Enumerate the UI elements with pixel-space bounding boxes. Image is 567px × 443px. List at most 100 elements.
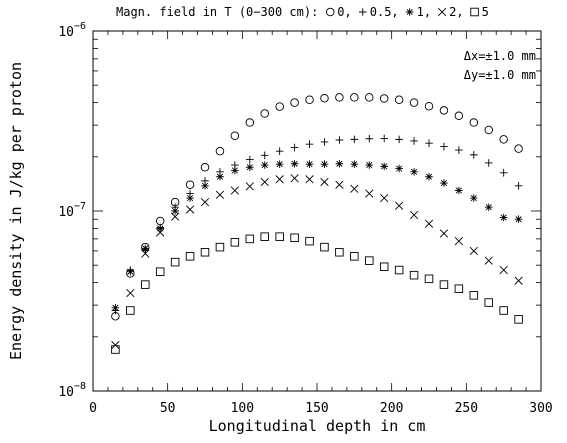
data-point xyxy=(499,306,508,315)
data-point xyxy=(200,198,210,207)
data-point xyxy=(305,160,314,168)
data-point xyxy=(216,172,224,181)
legend-marker-1 xyxy=(405,8,414,16)
data-point xyxy=(454,111,464,121)
data-point xyxy=(171,207,179,215)
data-point xyxy=(379,94,389,103)
data-point xyxy=(126,288,135,298)
data-point xyxy=(395,164,403,173)
data-point xyxy=(111,340,120,350)
data-point xyxy=(156,228,165,237)
x-tick-label: 200 xyxy=(380,401,403,416)
data-point xyxy=(514,144,523,153)
data-point xyxy=(200,163,210,172)
data-point xyxy=(469,118,479,127)
data-point xyxy=(260,161,269,169)
data-point xyxy=(245,234,255,244)
data-point xyxy=(275,147,284,155)
data-point xyxy=(484,159,493,167)
data-point xyxy=(394,265,404,275)
x-axis-label: Longitudinal depth in cm xyxy=(209,417,426,435)
data-point xyxy=(170,257,180,267)
data-point xyxy=(335,247,344,257)
data-point xyxy=(230,238,240,247)
data-point xyxy=(455,146,463,154)
data-point xyxy=(425,172,433,181)
data-point xyxy=(155,216,165,226)
data-point xyxy=(440,179,448,187)
data-point xyxy=(484,298,493,307)
data-point xyxy=(290,233,299,243)
data-point xyxy=(380,162,388,171)
data-point xyxy=(290,159,299,168)
data-point xyxy=(275,175,284,184)
data-point xyxy=(201,182,209,190)
data-point xyxy=(245,182,254,191)
data-point xyxy=(156,224,164,233)
x-tick-labels: 0 50 100 150 200 250 300 xyxy=(89,401,553,416)
data-point xyxy=(409,270,419,280)
data-point xyxy=(454,237,463,246)
y-tick-label: 10 xyxy=(58,205,74,220)
data-point xyxy=(424,274,434,284)
data-point xyxy=(275,232,284,241)
data-point xyxy=(260,177,269,187)
data-point xyxy=(335,93,344,102)
data-point xyxy=(439,106,449,115)
legend-title-line: Magn. field in T (0−300 cm): 0, 0.5, 1, 2, 5 xyxy=(116,5,489,19)
data-point xyxy=(320,94,329,103)
data-point xyxy=(469,246,478,256)
data-marks xyxy=(111,93,523,354)
x-tick-label: 150 xyxy=(305,401,328,416)
data-point xyxy=(469,291,479,300)
data-point xyxy=(320,177,329,187)
data-point xyxy=(409,210,419,220)
data-point xyxy=(320,138,329,146)
data-point xyxy=(290,174,299,183)
data-point xyxy=(275,102,284,111)
data-point xyxy=(514,315,523,324)
data-point xyxy=(484,203,493,211)
data-point xyxy=(380,134,388,143)
data-point xyxy=(379,262,389,272)
legend-label-5: 5 xyxy=(482,5,489,19)
data-point xyxy=(246,163,254,172)
data-point xyxy=(260,151,269,160)
annotation-dy: Δy=±1.0 mm xyxy=(464,68,536,82)
x-tick-label: 250 xyxy=(455,401,478,416)
data-point xyxy=(186,194,194,202)
data-point xyxy=(455,186,463,195)
data-point xyxy=(155,267,165,276)
data-point xyxy=(470,151,478,159)
data-point xyxy=(439,229,449,238)
data-point xyxy=(410,137,418,145)
data-point xyxy=(335,180,344,189)
data-point xyxy=(470,194,478,202)
data-point xyxy=(439,280,449,289)
data-point xyxy=(185,180,195,189)
data-point xyxy=(410,168,418,176)
legend-label-1: 1, xyxy=(417,5,431,19)
data-point xyxy=(246,155,254,164)
data-point xyxy=(484,256,493,265)
y-tick-exponent: −6 xyxy=(74,21,86,32)
data-point xyxy=(215,146,225,156)
y-tick-labels: 10−810−710−6 xyxy=(58,21,86,400)
data-point xyxy=(215,190,225,199)
series-0.5 xyxy=(111,134,523,315)
data-point xyxy=(141,244,150,253)
data-point xyxy=(320,242,329,252)
data-point xyxy=(350,184,359,193)
data-point xyxy=(305,236,314,246)
data-point xyxy=(335,136,344,144)
data-point xyxy=(499,265,508,275)
data-point xyxy=(350,135,359,144)
legend-label-0: 0, xyxy=(337,5,351,19)
legend-label-2: 2, xyxy=(449,5,463,19)
annotation-dx: Δx=±1.0 mm xyxy=(464,49,536,63)
data-point xyxy=(126,306,135,315)
data-point xyxy=(245,118,255,127)
series-0 xyxy=(111,93,523,321)
data-point xyxy=(305,175,314,184)
